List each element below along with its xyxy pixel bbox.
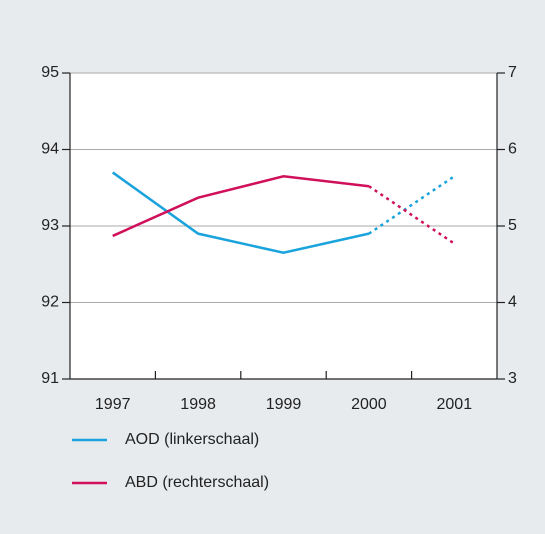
line (368, 175, 455, 235)
y-tick-label: 94 (41, 141, 59, 158)
line (112, 175, 370, 238)
x-tick-label: 1997 (95, 396, 131, 413)
x-tick-label: 1998 (180, 396, 216, 413)
y2-tick-label: 7 (508, 64, 517, 81)
legend-label: ABD (rechterschaal) (125, 474, 269, 491)
y2-tick-label: 5 (508, 217, 517, 234)
y2-tick-label: 6 (508, 141, 517, 158)
y2-tick-label: 3 (508, 370, 517, 387)
y-tick-label: 92 (41, 294, 59, 311)
x-tick-label: 2001 (437, 396, 473, 413)
line (111, 171, 370, 255)
x-tick-label: 1999 (266, 396, 302, 413)
x-tick-label: 2000 (351, 396, 387, 413)
y2-tick-label: 4 (508, 294, 517, 311)
y-tick-label: 95 (41, 64, 59, 81)
line (368, 185, 455, 245)
legend-label: AOD (linkerschaal) (125, 431, 259, 448)
y-tick-label: 91 (41, 370, 59, 387)
y-tick-label: 93 (41, 217, 59, 234)
